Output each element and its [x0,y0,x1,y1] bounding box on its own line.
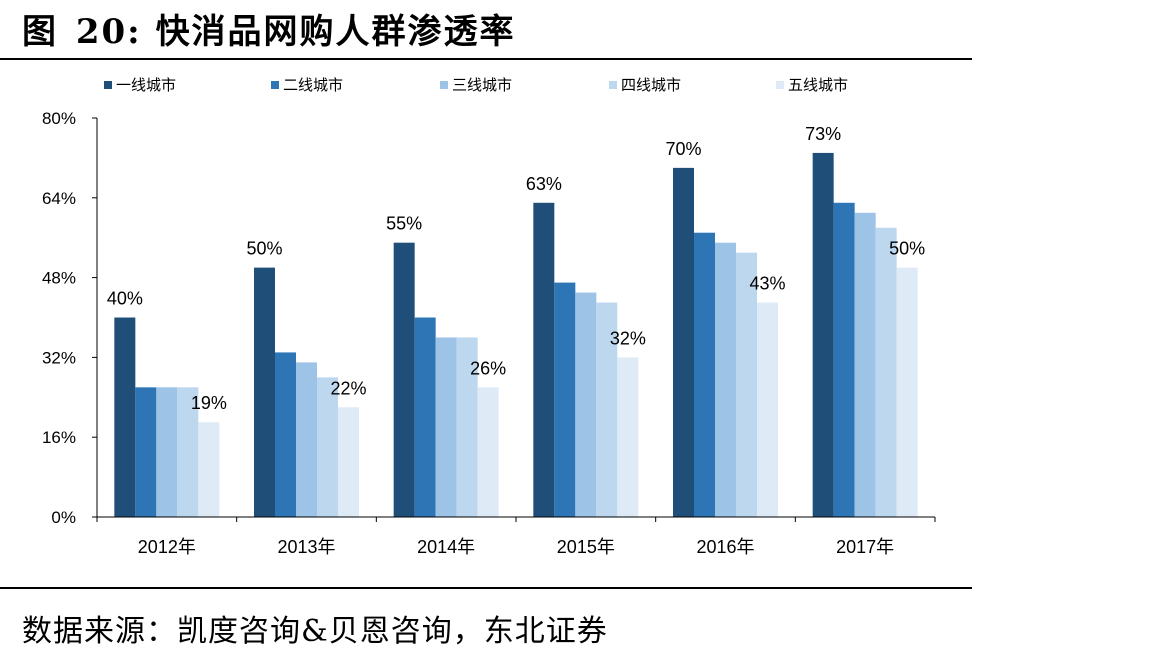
data-label: 63% [526,174,562,194]
bar [156,387,178,517]
y-tick-label: 16% [42,428,76,447]
y-tick-label: 64% [42,189,76,208]
data-label: 19% [191,393,227,413]
legend-label: 一线城市 [116,77,176,94]
legend-swatch [440,81,448,89]
legend-label: 三线城市 [452,77,512,94]
bar [554,282,576,517]
bar [854,212,876,517]
figure-title: 图 20: 快消品网购人群渗透率 [22,4,516,53]
x-tick-label: 2016年 [696,537,754,557]
bar [177,387,199,517]
bar-chart: 一线城市 二线城市 三线城市 四线城市 五线城市 40% 50% 55% 63% 70% 73% 19… [42,77,936,557]
figure-number: 20: [75,12,142,52]
legend-swatch [609,81,617,89]
bar [456,337,478,517]
bar [414,317,436,517]
bar [673,167,694,517]
data-label: 50% [889,239,925,259]
data-label: 22% [330,378,366,398]
figure-label: 图 [22,12,58,52]
bar [477,387,499,517]
bar [715,242,736,517]
x-tick-label: 2017年 [836,537,894,557]
bar [575,292,597,517]
bar [338,407,359,517]
source-note: 数据来源：凯度咨询&贝恩咨询，东北证券 [22,614,608,649]
data-label: 43% [749,274,785,294]
data-label: 26% [470,358,506,378]
data-label: 40% [107,289,143,309]
bar [596,302,618,517]
bar [875,227,897,517]
bar [393,242,415,517]
bottom-rule [0,587,972,589]
bar [135,387,157,517]
bar [435,337,457,517]
bar [736,252,757,517]
x-tick-label: 2014年 [417,537,475,557]
data-label: 55% [386,214,422,234]
legend-swatch [104,81,112,89]
bar [114,317,136,517]
bar [757,302,778,517]
bar [533,202,555,517]
data-label: 70% [665,139,701,159]
data-label: 50% [246,239,282,259]
y-tick-label: 32% [42,348,76,367]
x-tick-label: 2015年 [557,537,615,557]
legend-swatch [271,81,279,89]
data-label: 73% [805,124,841,144]
bar [812,152,834,517]
bar [833,202,855,517]
bar [617,357,639,517]
legend-label: 四线城市 [621,77,681,94]
bar [694,232,715,517]
bar [275,352,296,517]
bar [296,362,317,517]
data-label: 32% [610,328,646,348]
bar [317,377,338,517]
bar [198,422,220,517]
legend-label: 五线城市 [788,77,848,94]
legend-swatch [776,81,784,89]
top-rule [0,58,972,60]
bar [254,267,275,517]
bar [896,267,918,517]
legend-label: 二线城市 [283,77,343,94]
y-tick-label: 48% [42,269,76,288]
x-tick-label: 2012年 [138,537,196,557]
y-tick-label: 80% [42,109,76,128]
chart-title: 快消品网购人群渗透率 [155,12,516,52]
x-tick-label: 2013年 [277,537,335,557]
y-tick-label: 0% [51,508,76,527]
